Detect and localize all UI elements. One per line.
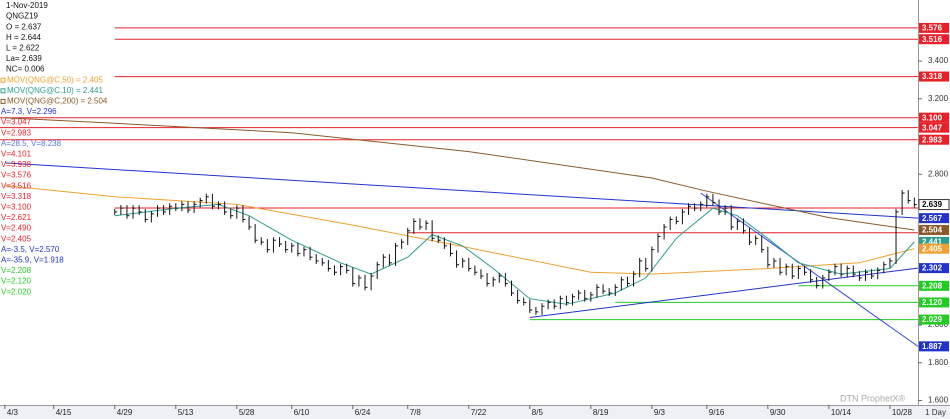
header-text: La= 2.639 [6, 54, 42, 63]
x-tick-label: 9/30 [770, 408, 786, 417]
annotation: V=2.490 [1, 224, 32, 233]
x-tick-label: 4/3 [7, 408, 19, 417]
price-label-box [919, 134, 949, 145]
price-label-box [919, 243, 949, 254]
price-label-box [919, 236, 949, 247]
annotation: V=2.405 [1, 234, 32, 243]
price-label: 3.516 [922, 35, 943, 44]
x-tick-label: 8/5 [532, 408, 544, 417]
header-text: O = 2.637 [6, 22, 42, 31]
price-label-box [919, 341, 949, 352]
price-label: 2.208 [922, 281, 943, 290]
legend-marker [0, 77, 6, 83]
price-label-box [919, 122, 949, 133]
x-tick-label: 5/13 [178, 408, 194, 417]
header-text: NC= 0.006 [6, 65, 45, 74]
x-tick-label: 7/8 [410, 408, 422, 417]
legend-entry: MOV(QNG@C,50) = 2.405 [7, 75, 103, 84]
x-tick-label: 8/19 [593, 408, 609, 417]
y-tick-label: 3.400 [928, 56, 949, 65]
x-tick-label: 4/15 [56, 408, 72, 417]
price-label: 2.504 [922, 226, 943, 235]
header-text: L = 2.622 [6, 44, 40, 53]
annotation: V=2.621 [1, 213, 32, 222]
annotation: A=-35.9, V=1.918 [1, 256, 64, 265]
annotation: V=3.516 [1, 181, 32, 190]
annotation: V=2.020 [1, 287, 32, 296]
price-label-box [918, 199, 950, 211]
moving-average [114, 203, 915, 305]
annotation: V=3.576 [1, 171, 32, 180]
price-label-box [919, 34, 949, 45]
annotation: V=3.318 [1, 192, 32, 201]
header-text: 1-Nov-2019 [6, 1, 48, 10]
y-tick-label: 3.200 [928, 94, 949, 103]
x-tick-label: 10/14 [831, 408, 852, 417]
price-label: 2.567 [922, 214, 943, 223]
interval-label: 1 Day [925, 408, 946, 417]
legend-entry: MOV(QNG@C,10) = 2.441 [7, 86, 103, 95]
price-label: 2.029 [922, 315, 943, 324]
x-tick-label: 10/28 [892, 408, 913, 417]
price-label-box [919, 213, 949, 224]
annotation: V=3.938 [1, 160, 32, 169]
y-tick-label: 2.800 [928, 169, 949, 178]
annotation: V=2.208 [1, 266, 32, 275]
annotation: V=4.101 [1, 150, 32, 159]
price-label: 2.302 [922, 264, 943, 273]
header-text: QNGZ19 [6, 12, 39, 21]
price-label-box [919, 112, 949, 123]
legend-entry: MOV(QNG@C,200) = 2.504 [7, 97, 108, 106]
y-tick-label: 2.000 [928, 320, 949, 329]
price-label: 2.120 [922, 298, 943, 307]
annotation: A=7.3, V=2.296 [1, 107, 57, 116]
x-axis-band [0, 405, 950, 419]
annotation: A=-3.5, V=2.570 [1, 245, 60, 254]
price-label-box [919, 280, 949, 291]
price-label: 1.887 [922, 342, 943, 351]
annotation: V=2.983 [1, 128, 32, 137]
x-tick-label: 7/22 [471, 408, 487, 417]
annotation: V=2.120 [1, 277, 32, 286]
header-text: H = 2.644 [6, 33, 41, 42]
price-label-box [919, 297, 949, 308]
price-label: 2.441 [922, 238, 943, 247]
price-label: 2.639 [922, 200, 943, 209]
price-label-box [919, 71, 949, 82]
price-label-box [919, 314, 949, 325]
watermark: DTN ProphetX® [840, 393, 906, 403]
x-tick-label: 4/29 [117, 408, 133, 417]
annotation: V=3.047 [1, 118, 32, 127]
x-tick-label: 6/10 [294, 408, 310, 417]
price-label: 2.983 [922, 135, 943, 144]
price-label: 3.318 [922, 72, 943, 81]
price-label: 3.047 [922, 123, 943, 132]
price-label: 3.576 [922, 24, 943, 33]
trend-line [4, 162, 919, 219]
price-label-box [919, 22, 949, 33]
legend-marker [0, 88, 6, 94]
price-label-box [919, 263, 949, 274]
x-tick-label: 9/16 [709, 408, 725, 417]
moving-average [4, 185, 915, 275]
x-tick-label: 5/28 [239, 408, 255, 417]
price-label-box [919, 225, 949, 236]
x-tick-label: 6/24 [355, 408, 371, 417]
y-tick-label: 1.600 [928, 396, 949, 405]
price-label: 2.405 [922, 244, 943, 253]
annotation: A=28.5, V=8.238 [1, 139, 62, 148]
price-label: 3.100 [922, 113, 943, 122]
legend-marker [0, 98, 6, 104]
x-tick-label: 9/3 [654, 408, 666, 417]
moving-average [4, 117, 915, 231]
y-tick-label: 1.800 [928, 358, 949, 367]
annotation: V=3.100 [1, 203, 32, 212]
